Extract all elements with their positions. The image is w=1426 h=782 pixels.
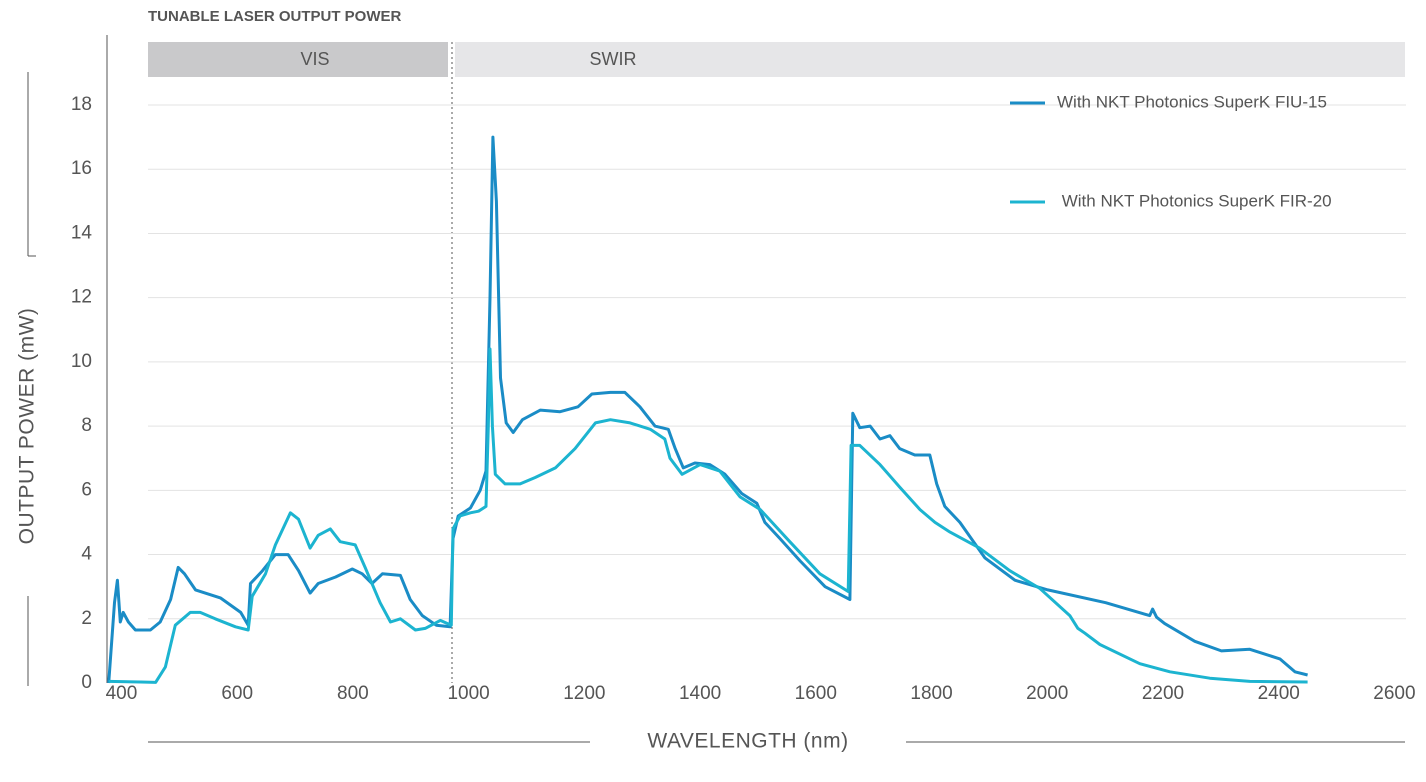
x-tick-label: 1000 [447,683,489,704]
vis-band [148,42,448,77]
y-tick-label: 2 [81,608,92,629]
chart-title: TUNABLE LASER OUTPUT POWER [148,8,401,25]
x-tick-label: 1400 [679,683,721,704]
y-tick-label: 12 [71,287,92,308]
x-axis-title: WAVELENGTH (nm) [647,730,848,753]
x-tick-label: 1200 [563,683,605,704]
swir-band [455,42,1405,77]
y-tick-label: 6 [81,479,92,500]
x-tick-label: 400 [106,683,138,704]
x-tick-label: 2400 [1258,683,1300,704]
y-tick-label: 4 [81,544,92,565]
x-tick-label: 1600 [795,683,837,704]
data-line [108,347,1308,684]
y-axis-title: OUTPUT POWER (mW) [16,308,39,545]
x-tick-label: 2200 [1142,683,1184,704]
y-tick-label: 18 [71,94,92,115]
y-tick-label: 16 [71,158,92,179]
x-tick-label: 1800 [910,683,952,704]
x-tick-label: 800 [337,683,369,704]
x-tick-label: 2000 [1026,683,1068,704]
band-label: SWIR [590,49,637,69]
y-tick-label: 0 [81,672,92,693]
y-tick-label: 10 [71,351,92,372]
data-line [107,135,1308,684]
y-tick-label: 8 [81,415,92,436]
band-label: VIS [300,49,329,69]
legend-label: With NKT Photonics SuperK FIU-15 [1057,92,1327,111]
legend-label: With NKT Photonics SuperK FIR-20 [1057,191,1332,210]
x-tick-label: 600 [221,683,253,704]
x-tick-label: 2600 [1373,683,1415,704]
y-tick-label: 14 [71,222,93,243]
